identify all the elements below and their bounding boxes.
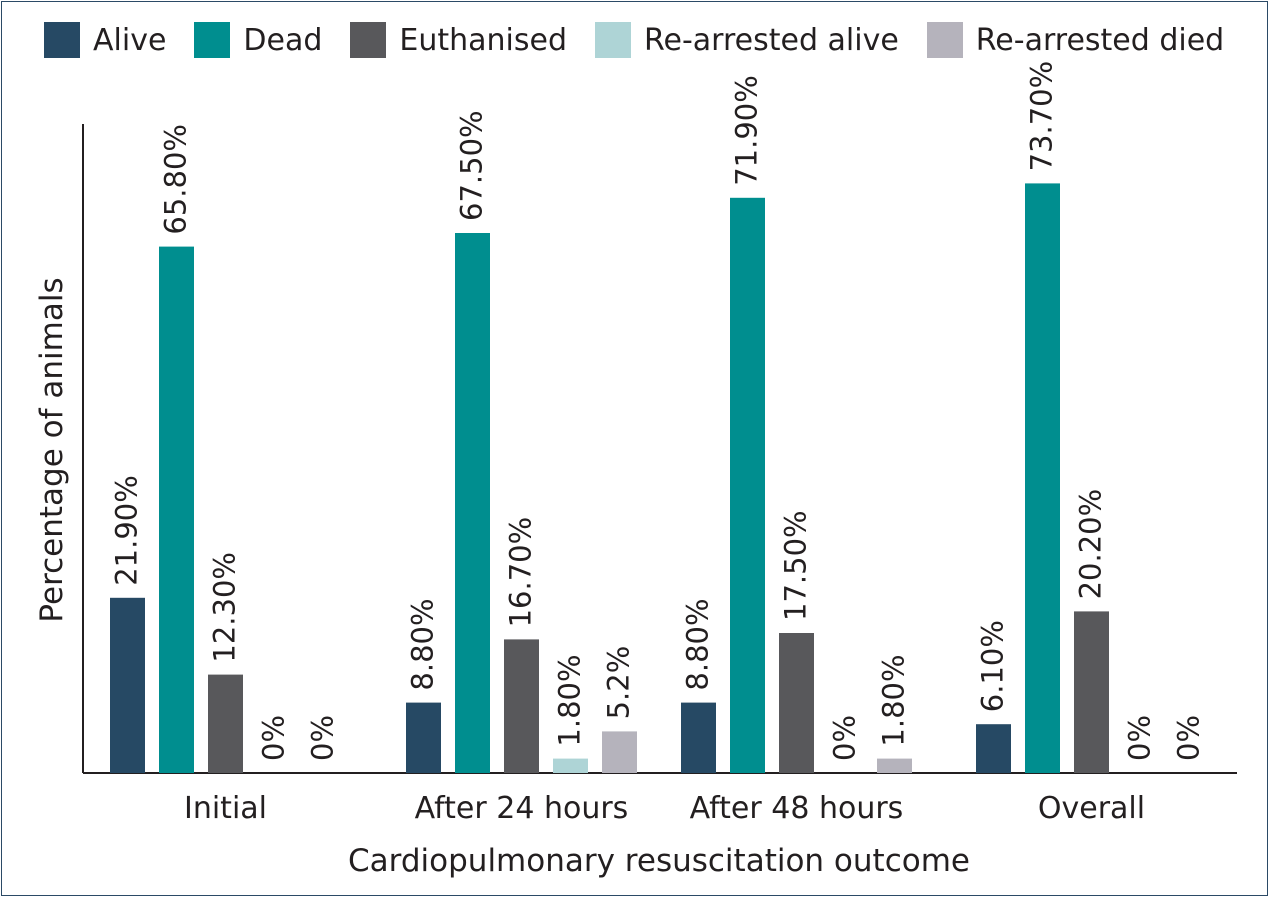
legend-label: Alive	[93, 22, 167, 58]
bar-after-24-hours-dead	[455, 233, 490, 773]
bar-initial-alive	[110, 597, 145, 773]
bar-overall-alive	[976, 724, 1011, 773]
legend-swatch	[194, 22, 231, 58]
x-tick-label-initial: Initial	[184, 791, 267, 826]
legend-item-re-arrested-alive: Re-arrested alive	[595, 22, 899, 58]
data-label-initial-re-arrested-died: 0%	[306, 715, 340, 761]
data-label-after-24-hours-euthanised: 16.70%	[504, 517, 538, 628]
data-labels-group: 21.90% 65.80% 12.30% 0% 0% 8.80% 67.50% 16.70% 1…	[110, 61, 1206, 761]
legend-item-dead: Dead	[194, 22, 322, 58]
bar-after-24-hours-re-arrested-alive	[553, 758, 588, 773]
data-label-after-48-hours-dead: 71.90%	[730, 75, 764, 186]
x-tick-label-after-48-hours: After 48 hours	[690, 791, 904, 826]
bar-after-48-hours-dead	[730, 197, 765, 774]
data-label-after-24-hours-re-arrested-alive: 1.80%	[553, 654, 587, 746]
bar-after-48-hours-alive	[681, 702, 716, 773]
bar-initial-dead	[159, 246, 194, 774]
legend-item-re-arrested-died: Re-arrested died	[926, 22, 1225, 58]
legend-item-alive: Alive	[44, 22, 166, 58]
data-label-after-48-hours-re-arrested-died: 1.80%	[877, 654, 911, 746]
data-label-after-48-hours-euthanised: 17.50%	[779, 510, 813, 621]
bar-after-24-hours-re-arrested-died	[602, 731, 637, 773]
legend-swatch	[44, 22, 80, 58]
legend-label: Dead	[243, 22, 323, 58]
data-label-initial-re-arrested-alive: 0%	[257, 715, 291, 761]
bar-after-48-hours-euthanised	[779, 633, 814, 773]
bar-after-24-hours-euthanised	[504, 639, 539, 773]
legend-label: Re-arrested died	[975, 22, 1225, 58]
bar-initial-euthanised	[208, 674, 243, 773]
legend: Alive Dead Euthanised Re-arrested alive Re-a…	[44, 20, 1252, 60]
data-label-after-24-hours-alive: 8.80%	[406, 598, 440, 690]
data-label-overall-euthanised: 20.20%	[1074, 489, 1108, 600]
data-label-overall-dead: 73.70%	[1025, 61, 1059, 172]
legend-swatch	[350, 22, 387, 58]
bar-after-24-hours-alive	[406, 702, 441, 773]
x-axis-title: Cardiopulmonary resuscitation outcome	[348, 843, 970, 879]
data-label-overall-alive: 6.10%	[976, 620, 1010, 712]
data-label-after-24-hours-dead: 67.50%	[455, 110, 489, 221]
legend-label: Euthanised	[399, 22, 567, 58]
bar-overall-dead	[1025, 183, 1060, 773]
x-tick-labels-group: Initial After 24 hours After 48 hours Overa…	[184, 791, 1145, 826]
x-tick-label-after-24-hours: After 24 hours	[415, 791, 629, 826]
data-label-after-48-hours-re-arrested-alive: 0%	[828, 715, 862, 761]
legend-label: Re-arrested alive	[644, 22, 899, 58]
data-label-initial-dead: 65.80%	[159, 124, 193, 235]
bar-after-48-hours-re-arrested-died	[877, 758, 912, 773]
legend-swatch	[926, 22, 963, 58]
data-label-after-24-hours-re-arrested-died: 5.2%	[602, 646, 636, 720]
data-label-overall-re-arrested-died: 0%	[1172, 715, 1206, 761]
data-label-initial-euthanised: 12.30%	[208, 552, 242, 663]
data-label-after-48-hours-alive: 8.80%	[681, 598, 715, 690]
legend-swatch	[595, 22, 631, 58]
bars-group	[110, 183, 1109, 774]
x-tick-label-overall: Overall	[1038, 791, 1145, 826]
legend-item-euthanised: Euthanised	[350, 22, 567, 58]
bar-overall-euthanised	[1074, 611, 1109, 773]
data-label-initial-alive: 21.90%	[110, 475, 144, 586]
y-axis-title: Percentage of animals	[34, 277, 70, 622]
data-label-overall-re-arrested-alive: 0%	[1123, 715, 1157, 761]
